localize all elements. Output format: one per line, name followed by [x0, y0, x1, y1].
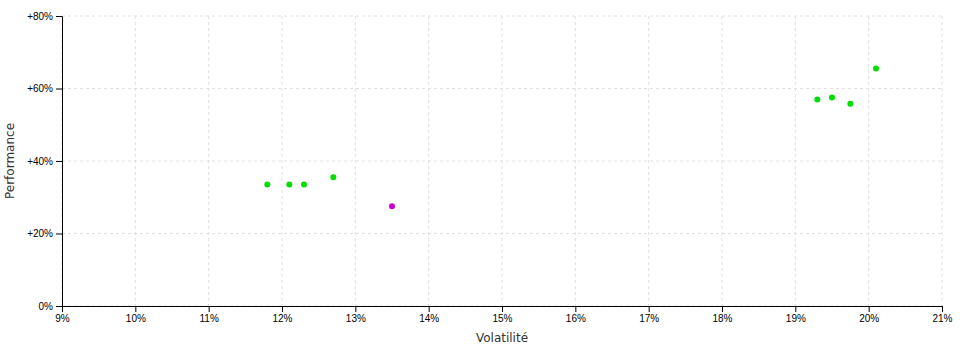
x-tick-mark: [355, 306, 356, 312]
x-tick: 11%: [200, 306, 219, 324]
y-tick-label: +40%: [27, 156, 53, 167]
point: [330, 174, 336, 180]
y-tick: +40%: [27, 156, 62, 167]
x-tick-label: 19%: [786, 313, 806, 324]
y-tick-label: +60%: [27, 83, 53, 94]
point: [286, 182, 292, 188]
x-tick-mark: [282, 306, 283, 312]
x-tick: 21%: [932, 306, 952, 324]
y-axis-title: Performance: [3, 123, 17, 199]
x-tick-mark: [429, 306, 430, 312]
points: [264, 66, 879, 210]
x-tick: 16%: [566, 306, 586, 324]
plot: 9% 10% 11% 12% 13% 14% 15% 16% 17% 18% 19% 20% 21% 0%…: [27, 11, 952, 324]
x-tick-label: 15%: [492, 313, 512, 324]
x-tick-label: 9%: [55, 313, 70, 324]
x-tick: 9%: [55, 306, 70, 324]
y-tick-label: 0%: [39, 301, 54, 312]
point: [829, 95, 835, 101]
x-tick-mark: [795, 306, 796, 312]
x-tick-mark: [209, 306, 210, 312]
x-tick-label: 16%: [566, 313, 586, 324]
grid-line-y: [62, 16, 942, 17]
x-tick: 10%: [126, 306, 146, 324]
y-tick-mark: [56, 234, 62, 235]
y-tick-mark: [56, 89, 62, 90]
x-tick-label: 18%: [712, 313, 732, 324]
x-axis: 9% 10% 11% 12% 13% 14% 15% 16% 17% 18% 19% 20% 21%: [55, 306, 952, 324]
y-axis-line: [56, 17, 63, 307]
x-tick-label: 21%: [932, 313, 952, 324]
x-tick-label: 12%: [272, 313, 292, 324]
x-tick-mark: [135, 306, 136, 312]
x-tick: 17%: [639, 306, 659, 324]
y-tick: 0%: [39, 301, 62, 312]
point: [814, 96, 820, 102]
grid-line-y: [62, 233, 942, 234]
y-tick-mark: [56, 161, 62, 162]
y-axis: 0% +20% +40% +60% +80%: [27, 11, 62, 312]
point: [301, 182, 307, 188]
x-tick-label: 11%: [200, 313, 219, 324]
x-tick: 18%: [712, 306, 732, 324]
x-tick: 12%: [272, 306, 292, 324]
x-tick-mark: [869, 306, 870, 312]
x-tick: 19%: [786, 306, 806, 324]
x-axis-title: Volatilité: [476, 331, 528, 345]
x-tick-label: 10%: [126, 313, 146, 324]
x-tick: 14%: [419, 306, 439, 324]
x-tick: 15%: [492, 306, 512, 324]
series: [389, 203, 395, 209]
point: [847, 101, 853, 107]
x-tick: 13%: [346, 306, 366, 324]
grid-line-x: [282, 16, 283, 306]
x-tick: 20%: [859, 306, 879, 324]
y-tick: +60%: [27, 83, 62, 94]
x-tick-label: 13%: [346, 313, 366, 324]
x-tick-mark: [649, 306, 650, 312]
y-tick-label: +20%: [27, 228, 53, 239]
x-tick-label: 14%: [419, 313, 439, 324]
x-tick-label: 20%: [859, 313, 879, 324]
x-tick-mark: [722, 306, 723, 312]
x-axis-line: [63, 307, 943, 313]
y-tick-mark: [56, 16, 62, 17]
x-tick-mark: [502, 306, 503, 312]
grid: [62, 16, 942, 306]
y-tick: +80%: [27, 11, 62, 22]
grid-line-y: [62, 88, 942, 89]
series: [264, 66, 879, 188]
point: [389, 203, 395, 209]
y-tick-label: +80%: [27, 11, 53, 22]
chart: 9% 10% 11% 12% 13% 14% 15% 16% 17% 18% 19% 20% 21% 0%…: [0, 0, 966, 350]
y-tick-mark: [56, 306, 62, 307]
point: [264, 182, 270, 188]
x-tick-mark: [942, 306, 943, 312]
grid-line-x: [648, 16, 649, 306]
x-tick-mark: [575, 306, 576, 312]
grid-line-x: [355, 16, 356, 306]
point: [873, 66, 879, 72]
y-tick: +20%: [27, 228, 62, 239]
x-tick-label: 17%: [639, 313, 659, 324]
grid-line-y: [62, 161, 942, 162]
